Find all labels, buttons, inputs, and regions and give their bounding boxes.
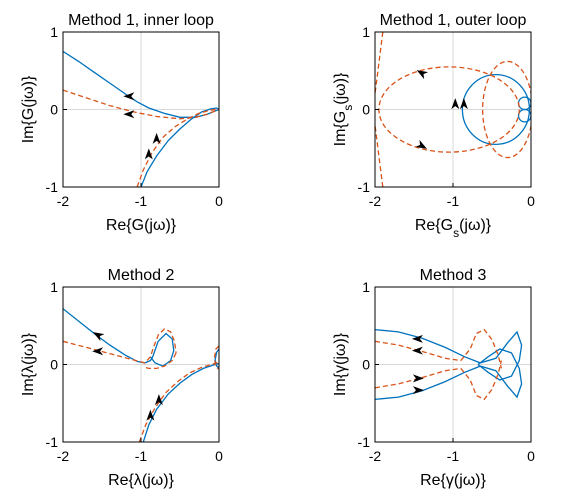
plot-area [375,328,523,401]
solid-curve-3 [517,108,531,123]
solid-curve-1 [461,73,531,146]
x-tick-label: -1 [447,193,460,209]
x-tick-label: 0 [527,193,535,209]
x-tick-label: 0 [215,448,223,464]
y-tick-label: 1 [362,24,370,40]
dashed-curve-5 [481,60,531,159]
x-axis-label: Re{γ(jω)} [420,472,487,489]
x-axis-label: Re{Gs(jω)} [415,217,492,240]
x-tick-label: 0 [215,193,223,209]
y-tick-label: -1 [46,179,59,195]
x-tick-label: -2 [369,448,382,464]
solid-curve-3 [214,348,219,369]
y-tick-label: 1 [50,279,58,295]
dashed-curve-6 [138,362,219,442]
solid-curve-2 [375,348,523,401]
x-tick-label: -2 [369,193,382,209]
direction-arrow-3 [451,98,460,110]
dashed-curve-3 [63,89,219,120]
x-tick-label: -2 [57,448,70,464]
x-tick-label: -2 [57,193,70,209]
x-tick-label: 0 [527,448,535,464]
x-axis-label: Re{λ(jω)} [108,472,175,489]
dashed-curve-4 [375,360,503,401]
dashed-curve-7 [213,345,219,370]
y-axis-label: Im{Gs(jω)} [332,72,355,146]
chart-title: Method 1, inner loop [68,12,214,29]
direction-arrow-1 [411,334,423,343]
direction-arrow-3 [146,409,155,421]
direction-arrow-2 [411,346,423,355]
direction-arrow-2 [92,347,104,356]
direction-arrow-4 [152,132,161,144]
chart-title: Method 3 [420,267,487,284]
direction-arrow-4 [154,394,163,406]
dashed-curve-5 [143,352,177,370]
x-tick-label: -1 [135,448,148,464]
x-tick-label: -1 [135,193,148,209]
dashed-curve-4 [63,328,177,364]
y-axis-label: Im{γ(jω)} [332,332,349,396]
dashed-curve-7 [375,124,384,187]
chart-title: Method 2 [108,267,175,284]
direction-arrow-3 [144,148,153,160]
plot-area [63,50,219,187]
y-tick-label: -1 [358,179,371,195]
direction-arrow-2 [415,139,427,149]
y-tick-label: 1 [362,279,370,295]
direction-arrow-4 [412,386,424,395]
direction-arrow-4 [459,98,468,110]
solid-curve-2 [142,362,219,442]
direction-arrow-2 [123,110,135,119]
y-tick-label: 1 [50,24,58,40]
direction-arrow-1 [416,70,429,80]
dashed-curve-4 [136,108,219,187]
direction-arrow-1 [92,332,105,342]
y-tick-label: 0 [50,102,58,118]
y-tick-label: 0 [50,357,58,373]
solid-curve-1 [63,308,175,367]
y-tick-label: -1 [46,434,59,450]
y-axis-label: Im{G(jω)} [20,75,37,143]
x-axis-label: Re{G(jω)} [106,217,177,234]
y-tick-label: -1 [358,434,371,450]
direction-arrow-1 [123,92,135,101]
dashed-curve-3 [375,328,503,369]
dashed-curve-6 [375,32,384,95]
chart-title: Method 1, outer loop [380,12,527,29]
y-tick-label: 0 [362,357,370,373]
y-axis-label: Im{λ(jω)} [20,332,37,396]
x-tick-label: -1 [447,448,460,464]
y-tick-label: 0 [362,102,370,118]
solid-curve-1 [375,328,523,381]
direction-arrow-3 [412,374,424,383]
solid-curve-2 [140,107,219,187]
